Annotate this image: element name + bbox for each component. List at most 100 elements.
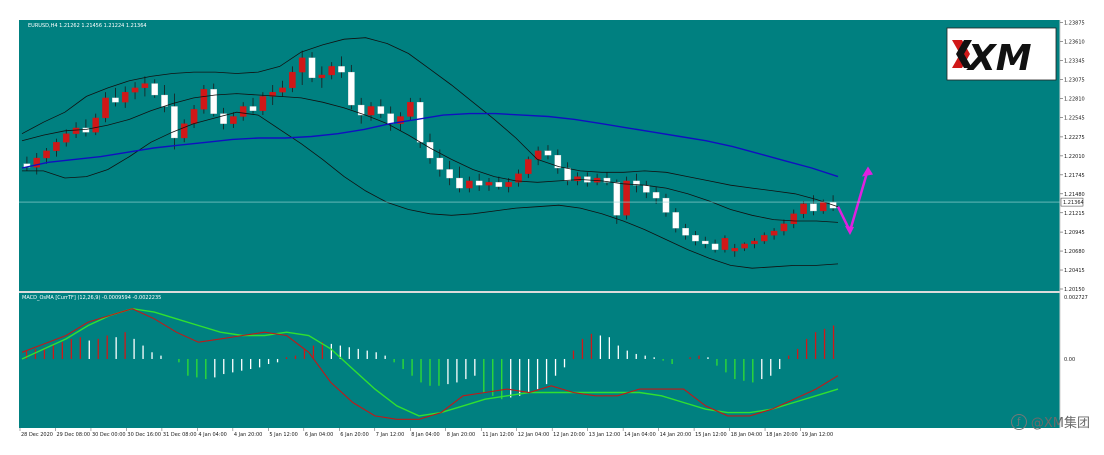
candle-body-up (819, 202, 827, 212)
macd-line (21, 308, 839, 420)
candle-body-up (180, 123, 188, 139)
price-tick-label: 1.22810 (1064, 97, 1085, 103)
time-tick-label: 4 Jan 20:00 (234, 432, 262, 438)
time-tick-label: 5 Jan 12:00 (269, 432, 297, 438)
candle-body-up (43, 150, 50, 159)
candle (121, 86, 129, 108)
candle-body-up (141, 83, 149, 89)
candle-body-down (338, 66, 345, 73)
candle (633, 173, 640, 193)
price-tick-label: 1.23075 (1064, 78, 1085, 84)
time-tick-label: 7 Jan 12:00 (376, 432, 404, 438)
candle-body-down (564, 167, 571, 182)
candle (62, 129, 70, 147)
candle (82, 119, 90, 137)
candle-body-up (407, 102, 414, 117)
price-tick-label: 1.23345 (1064, 58, 1085, 64)
candle (92, 113, 100, 136)
candle-body-up (623, 180, 630, 216)
candle-body-up (62, 133, 70, 143)
time-tick-label: 30 Dec 00:00 (92, 432, 126, 438)
candle (495, 176, 503, 190)
candle (446, 160, 453, 186)
candle (780, 219, 788, 236)
xm-logo-mark-2 (956, 40, 972, 68)
candle-body-down (672, 212, 680, 229)
candle-body-down (377, 106, 385, 114)
price-tick-label: 1.20150 (1064, 287, 1085, 293)
macd-histogram (25, 325, 835, 400)
xm-logo: XM (946, 27, 1057, 81)
candle-body-up (505, 182, 512, 187)
candle (466, 176, 473, 193)
candle-body-down (112, 97, 119, 103)
candle-body-down (387, 113, 394, 124)
candle-body-up (230, 116, 237, 124)
candle (367, 102, 375, 121)
time-tick-label: 8 Jan 20:00 (447, 432, 475, 438)
forecast-arrow-up (848, 169, 870, 232)
candle-body-down (446, 169, 453, 179)
candle (210, 83, 218, 117)
time-tick-label: 19 Jan 12:00 (802, 432, 834, 438)
candle (692, 231, 699, 246)
time-tick-label: 4 Jan 04:00 (198, 432, 226, 438)
candle-body-up (397, 116, 404, 124)
candle-body-down (613, 182, 621, 216)
bollinger-lower-line (22, 111, 839, 269)
candle-body-down (701, 240, 709, 245)
moving-average-line (21, 112, 839, 178)
candle-body-up (328, 66, 335, 76)
candle (338, 56, 345, 78)
macd-tick-label: 0.002727 (1064, 295, 1088, 301)
candle-body-down (692, 235, 699, 242)
price-tick-label: 1.21480 (1064, 192, 1085, 198)
candle (515, 169, 522, 187)
candle-body-down (544, 150, 552, 156)
candle (525, 156, 532, 179)
candle (613, 179, 621, 224)
time-tick-label: 11 Jan 12:00 (482, 432, 514, 438)
time-tick-label: 18 Jan 20:00 (766, 432, 798, 438)
candle (180, 119, 188, 143)
watermark-text: @XM集团 (1030, 416, 1090, 431)
time-tick-label: 14 Jan 04:00 (624, 432, 656, 438)
candle-body-up (751, 240, 758, 245)
candle-body-down (210, 89, 218, 114)
candle-body-up (574, 176, 581, 182)
candle (318, 66, 326, 88)
candle-body-up (515, 173, 522, 183)
candle-body-up (770, 230, 778, 236)
macd-chart-title: MACD_OsMA [CurrTF] (12,26,9) -0.0009594 … (22, 295, 161, 301)
candle (652, 186, 660, 204)
price-tick-label: 1.20415 (1064, 268, 1085, 274)
candle (112, 87, 119, 107)
candle-body-up (780, 223, 788, 232)
candle (800, 200, 807, 219)
time-tick-label: 12 Jan 04:00 (518, 432, 550, 438)
time-tick-label: 12 Jan 20:00 (553, 432, 585, 438)
candle (760, 232, 768, 244)
candles (23, 50, 837, 257)
main-chart-title: EURUSD,H4 1.21262 1.21456 1.21224 1.2136… (28, 23, 147, 29)
candle-body-down (249, 106, 257, 111)
candle-body-up (33, 157, 41, 168)
price-tick-label: 1.22545 (1064, 116, 1085, 122)
candle (141, 76, 149, 97)
candle (731, 243, 739, 257)
candle (53, 138, 60, 157)
time-tick-label: 18 Jan 04:00 (731, 432, 763, 438)
candle-body-down (682, 228, 689, 236)
candle-body-down (456, 177, 463, 189)
xm-logo-text: XM (966, 38, 1032, 79)
macd-axis: 0.002727 0.00 (1064, 295, 1088, 363)
candle (790, 209, 798, 229)
candle-body-down (426, 142, 434, 159)
candle-body-down (711, 243, 719, 250)
candle (151, 79, 159, 98)
price-tick-label: 1.21215 (1064, 211, 1085, 217)
candle (131, 82, 139, 100)
candle (456, 166, 463, 193)
time-tick-label: 30 Dec 16:00 (127, 432, 161, 438)
candle-body-up (121, 92, 129, 103)
